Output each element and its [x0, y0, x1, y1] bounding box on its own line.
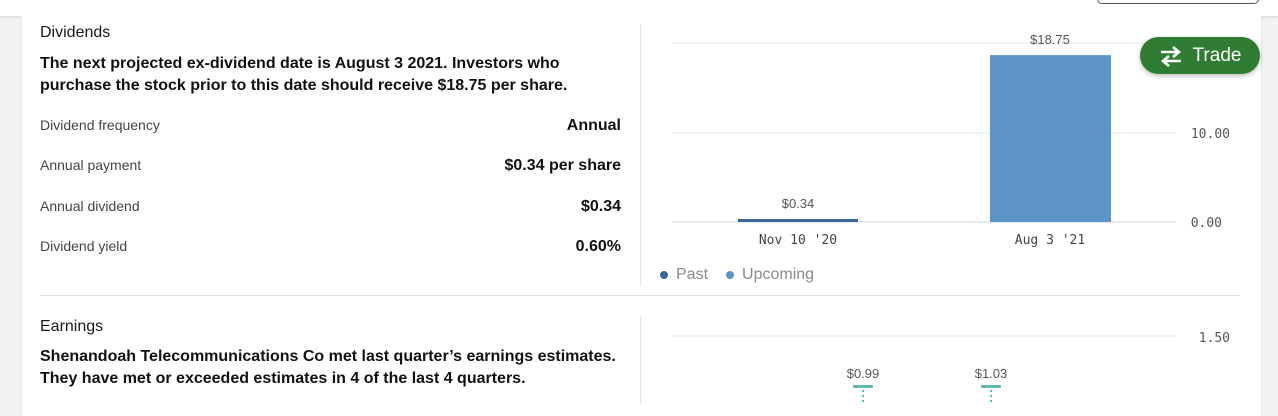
- earnings-lead-text: Shenandoah Telecommunications Co met las…: [40, 348, 616, 387]
- annual-dividend-value: $0.34: [580, 198, 621, 215]
- dividend-frequency-label: Dividend frequency: [40, 117, 160, 133]
- annual-dividend-label: Annual dividend: [40, 198, 140, 214]
- legend-item-past: Past: [660, 266, 708, 284]
- legend-item-upcoming: Upcoming: [726, 266, 814, 284]
- swap-arrows-icon: [1160, 45, 1181, 67]
- legend-label-upcoming: Upcoming: [742, 266, 815, 283]
- annual-payment-value: $0.34 per share: [504, 157, 621, 174]
- upcoming-dot-icon: [726, 271, 735, 279]
- trade-button[interactable]: Trade: [1140, 37, 1260, 74]
- dividend-frequency-value: Annual: [566, 117, 621, 134]
- trade-button-label: Trade: [1192, 44, 1242, 66]
- legend-label-past: Past: [676, 266, 709, 283]
- dividends-vertical-divider: [640, 24, 641, 286]
- dividends-title: Dividends: [40, 24, 111, 41]
- annual-payment-label: Annual payment: [40, 157, 142, 173]
- dividend-yield-label: Dividend yield: [40, 238, 128, 254]
- dividends-lead-text: The next projected ex-dividend date is A…: [40, 55, 568, 94]
- section-divider: [40, 295, 1240, 296]
- earnings-vertical-divider: [640, 316, 641, 404]
- top-bar-button[interactable]: [1097, 0, 1259, 4]
- earnings-title: Earnings: [40, 318, 104, 335]
- top-bar: [0, 0, 1278, 16]
- dividend-chart-legend: Past Upcoming: [660, 266, 832, 284]
- dividend-yield-value: 0.60%: [575, 238, 621, 255]
- past-dot-icon: [660, 271, 668, 279]
